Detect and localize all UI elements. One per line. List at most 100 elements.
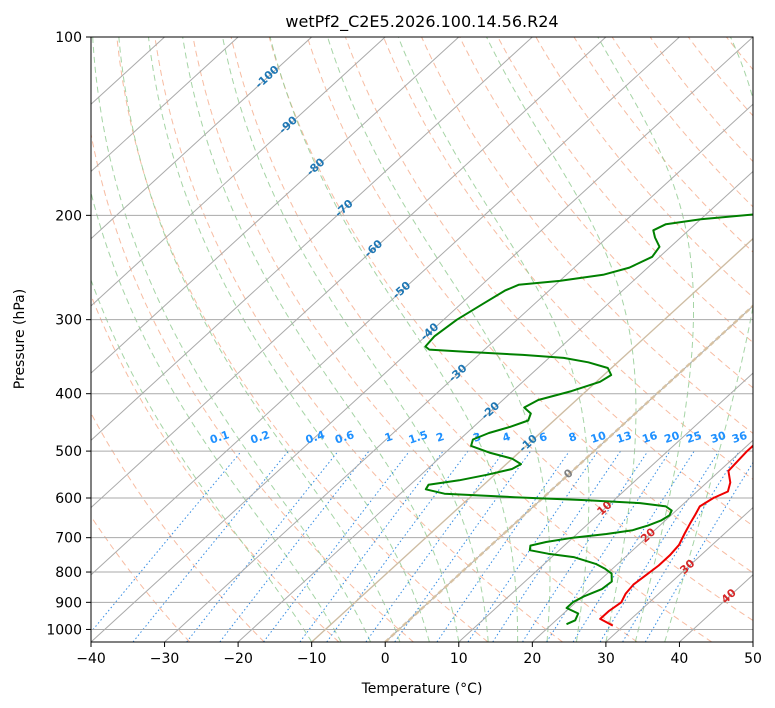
mixing-ratio-label: 0.1 (208, 428, 231, 446)
mixing-ratio-line (546, 450, 671, 642)
mixing-ratio-label: 0.4 (304, 428, 327, 446)
dry-adiabat-line (230, 37, 713, 642)
mixing-ratio-label: 1.5 (407, 428, 430, 446)
isotherm-line (605, 506, 753, 642)
y-axis-label: Pressure (hPa) (12, 289, 28, 389)
dry-adiabat-line (497, 37, 753, 344)
mixing-ratio-label: 30 (709, 429, 728, 446)
x-tick-label: 10 (450, 651, 468, 667)
x-tick-label: 40 (671, 651, 689, 667)
mixing-ratio-line (365, 450, 505, 642)
isotherm-line (91, 37, 239, 173)
mixing-ratio-line (436, 450, 570, 642)
mixing-ratio-line (186, 450, 339, 642)
isotherm-line (91, 37, 386, 307)
moist-adiabat-line (91, 278, 313, 642)
mixing-ratio-label: 16 (641, 429, 660, 446)
moist-adiabat-line (327, 37, 551, 642)
y-tick-label: 900 (55, 595, 82, 611)
y-tick-label: 600 (55, 491, 82, 507)
isotherm-line (91, 37, 313, 240)
mixing-ratio-label: 0.2 (249, 428, 272, 446)
mixing-ratio-line (572, 450, 695, 642)
moist-adiabat-line (664, 37, 753, 642)
plot-frame (90, 36, 754, 643)
mixing-ratio-line (522, 450, 649, 642)
isotherm-line (91, 37, 460, 374)
isotherm-line (91, 37, 607, 509)
y-tick-label: 1000 (46, 622, 82, 638)
moist-adiabat-line (118, 37, 401, 642)
dry-adiabat-line (344, 37, 753, 527)
dry-adiabat-line (765, 37, 775, 642)
mixing-ratio-label: 8 (567, 430, 578, 445)
moist-adiabat-line (397, 37, 590, 642)
dry-adiabat-line (726, 37, 753, 71)
mixing-ratio-label: 36 (730, 429, 749, 446)
moist-adiabat-line (148, 37, 430, 642)
x-tick-label: 50 (744, 651, 762, 667)
moist-adiabat-line (269, 37, 519, 642)
mixing-ratio-label: 10 (589, 429, 608, 446)
chart-title: wetPf2_C2E5.2026.100.14.56.R24 (285, 12, 558, 32)
y-tick-label: 100 (55, 30, 82, 46)
moist-adiabat-line (91, 190, 342, 642)
dry-adiabat-line (611, 37, 753, 208)
y-tick-label: 800 (55, 565, 82, 581)
moist-adiabat-line (597, 37, 694, 642)
moist-adiabat-line (222, 37, 489, 642)
isotherm-line (752, 641, 753, 642)
x-tick-label: −10 (297, 651, 327, 667)
mixing-ratio-label: 0.6 (333, 428, 356, 446)
mixing-ratio-line (492, 450, 622, 642)
y-tick-label: 400 (55, 387, 82, 403)
mixing-ratio-label: 2 (435, 430, 446, 445)
mixing-ratio-label: 6 (538, 430, 550, 445)
isotherm-line (531, 439, 753, 642)
mixing-ratio-label: 25 (685, 429, 704, 446)
y-tick-label: 200 (55, 208, 82, 224)
dry-adiabat-line (116, 37, 489, 642)
mixing-ratio-line (622, 450, 740, 642)
mixing-ratio-line (299, 450, 444, 642)
dry-adiabat-line (91, 131, 414, 642)
isotherm-line (91, 37, 533, 442)
y-tick-label: 300 (55, 313, 82, 329)
mixing-ratio-line (599, 450, 720, 642)
mixing-ratio-label: 13 (615, 429, 634, 446)
freezing-isotherm-line (384, 304, 753, 642)
mixing-ratio-line (263, 450, 410, 642)
dry-adiabat-line (91, 515, 191, 642)
mixing-ratio-label: 4 (501, 430, 513, 445)
mixing-ratio-line (132, 450, 289, 642)
y-tick-label: 500 (55, 444, 82, 460)
isotherm-line (164, 103, 753, 642)
dry-adiabat-line (268, 37, 753, 622)
isotherm-label: -100 (253, 63, 282, 91)
reference-isotherm-line (311, 237, 753, 642)
moist-adiabat-line (485, 37, 637, 642)
mixing-ratio-line (326, 450, 469, 642)
x-axis-label: Temperature (°C) (361, 681, 483, 697)
x-tick-label: −20 (223, 651, 253, 667)
dry-adiabat-line (91, 412, 265, 642)
dry-adiabat-line (649, 37, 753, 163)
mixing-ratio-line (467, 450, 599, 642)
dry-adiabat-line (192, 37, 638, 642)
isotherm-line (91, 37, 753, 642)
isotherm-line (458, 372, 753, 642)
mixing-ratio-line (91, 450, 242, 633)
x-tick-label: 30 (597, 651, 615, 667)
moist-adiabat-line (182, 37, 460, 642)
dewpoint-profile-line (424, 213, 753, 626)
mixing-ratio-label: 20 (663, 429, 682, 446)
dry-adiabat-line (154, 37, 563, 642)
dry-adiabat-line (573, 37, 753, 253)
temperature-profile-line (599, 444, 753, 627)
axis-ticks: −40 −30 −20 −10 0 10 20 30 40 5010020030040050060… (46, 30, 762, 667)
moist-adiabat-line (92, 37, 371, 642)
isotherm-line (237, 170, 753, 642)
x-tick-label: −40 (76, 651, 106, 667)
x-tick-label: 0 (381, 651, 390, 667)
